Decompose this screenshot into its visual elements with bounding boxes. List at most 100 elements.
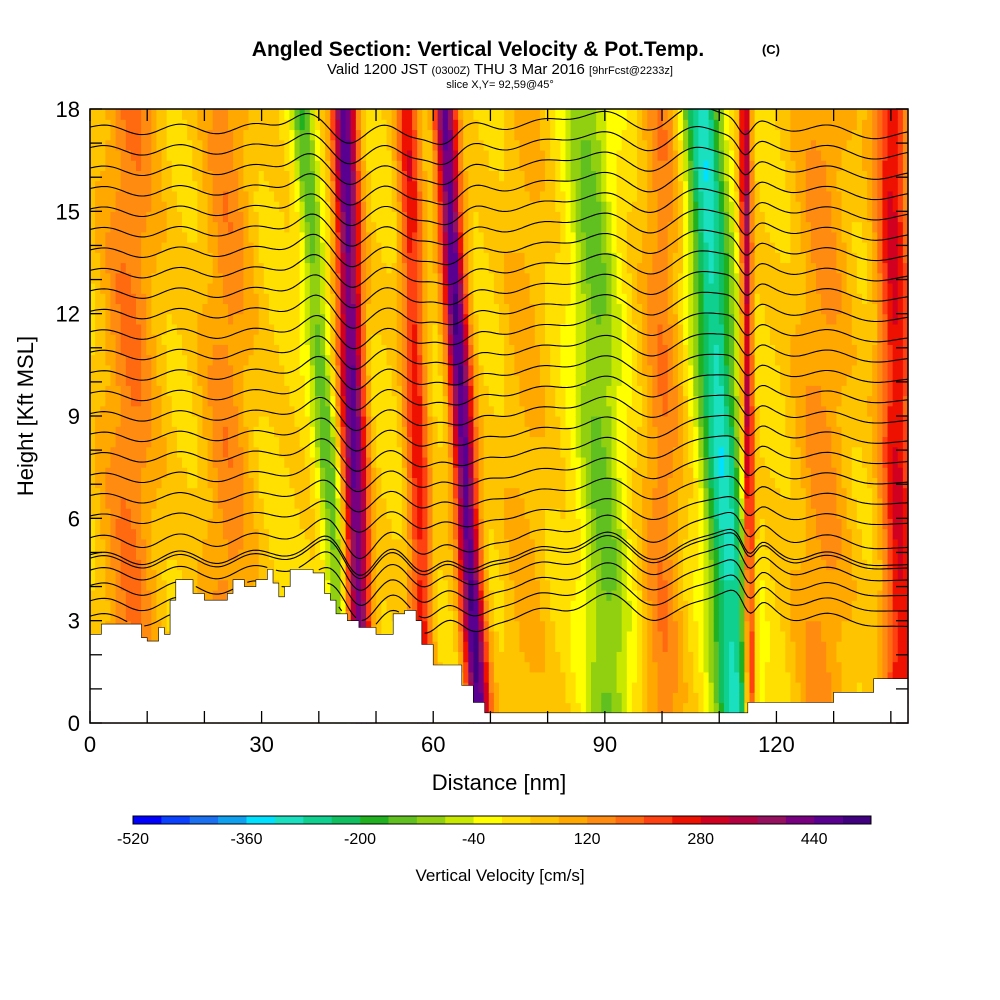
velocity-cell — [304, 477, 311, 489]
velocity-cell — [437, 119, 444, 131]
velocity-cell — [243, 334, 250, 345]
velocity-cell — [110, 252, 117, 264]
velocity-cell — [488, 364, 495, 376]
velocity-cell — [263, 293, 270, 305]
velocity-cell — [320, 190, 326, 202]
velocity-cell — [509, 385, 515, 397]
velocity-cell — [504, 272, 510, 284]
velocity-cell — [156, 456, 163, 468]
velocity-cell — [509, 559, 515, 571]
velocity-cell — [417, 262, 423, 274]
velocity-cell — [355, 242, 362, 253]
velocity-cell — [115, 149, 122, 161]
velocity-cell — [233, 262, 239, 274]
velocity-cell — [345, 190, 352, 202]
velocity-cell — [386, 252, 393, 264]
velocity-cell — [151, 160, 158, 171]
velocity-cell — [499, 651, 505, 663]
velocity-cell — [499, 538, 505, 550]
velocity-cell — [228, 109, 234, 120]
velocity-cell — [437, 303, 444, 315]
velocity-cell — [309, 334, 316, 345]
velocity-cell — [452, 334, 459, 345]
velocity-cell — [396, 364, 403, 376]
velocity-cell — [228, 364, 234, 376]
velocity-cell — [325, 242, 331, 253]
velocity-cell — [309, 323, 316, 335]
velocity-cell — [268, 282, 275, 294]
velocity-cell — [447, 344, 454, 356]
velocity-cell — [228, 518, 234, 530]
velocity-cell — [350, 262, 357, 274]
velocity-cell — [478, 282, 485, 294]
velocity-cell — [437, 323, 444, 335]
velocity-cell — [355, 600, 362, 612]
velocity-cell — [207, 579, 214, 591]
velocity-cell — [279, 579, 285, 591]
velocity-cell — [504, 497, 510, 509]
velocity-cell — [197, 344, 204, 356]
velocity-cell — [279, 518, 285, 530]
velocity-cell — [376, 559, 383, 571]
velocity-cell — [325, 497, 331, 509]
velocity-cell — [120, 559, 127, 571]
velocity-cell — [468, 497, 475, 509]
velocity-cell — [504, 518, 510, 530]
velocity-cell — [488, 334, 495, 345]
velocity-cell — [105, 600, 112, 612]
velocity-cell — [325, 160, 331, 171]
velocity-cell — [304, 426, 311, 438]
velocity-cell — [238, 477, 244, 489]
velocity-cell — [376, 436, 383, 448]
velocity-cell — [478, 436, 485, 448]
velocity-cell — [325, 405, 331, 417]
velocity-cell — [442, 170, 449, 182]
velocity-cell — [452, 538, 459, 550]
velocity-cell — [376, 252, 383, 264]
velocity-cell — [340, 467, 347, 478]
velocity-cell — [263, 518, 270, 530]
velocity-cell — [130, 242, 137, 253]
velocity-cell — [151, 610, 158, 622]
velocity-cell — [355, 293, 362, 305]
velocity-cell — [217, 477, 224, 489]
velocity-cell — [335, 508, 342, 519]
velocity-cell — [130, 262, 137, 274]
velocity-cell — [115, 190, 122, 202]
velocity-cell — [197, 508, 204, 519]
velocity-cell — [422, 559, 429, 571]
velocity-cell — [228, 528, 234, 540]
velocity-cell — [468, 303, 475, 315]
velocity-cell — [284, 559, 290, 571]
velocity-cell — [483, 456, 490, 468]
velocity-cell — [417, 569, 423, 581]
velocity-cell — [100, 170, 106, 182]
velocity-cell — [432, 313, 439, 325]
velocity-cell — [376, 600, 383, 612]
velocity-cell — [406, 231, 413, 243]
velocity-cell — [238, 272, 244, 284]
velocity-cell — [289, 405, 296, 417]
velocity-cell — [238, 221, 244, 233]
velocity-cell — [115, 579, 122, 591]
velocity-cell — [386, 446, 393, 458]
velocity-cell — [335, 119, 342, 131]
velocity-cell — [335, 364, 342, 376]
velocity-cell — [499, 569, 505, 581]
velocity-cell — [391, 231, 398, 243]
velocity-cell — [141, 426, 147, 438]
velocity-cell — [473, 579, 480, 591]
velocity-cell — [202, 477, 209, 489]
velocity-cell — [325, 528, 331, 540]
velocity-cell — [355, 426, 362, 438]
velocity-cell — [412, 231, 418, 243]
velocity-cell — [95, 559, 101, 571]
velocity-cell — [355, 201, 362, 212]
velocity-cell — [100, 569, 106, 581]
velocity-cell — [330, 211, 336, 223]
velocity-cell — [422, 180, 429, 192]
velocity-cell — [437, 293, 444, 305]
velocity-cell — [222, 109, 229, 120]
velocity-cell — [161, 252, 168, 264]
velocity-cell — [488, 549, 495, 560]
